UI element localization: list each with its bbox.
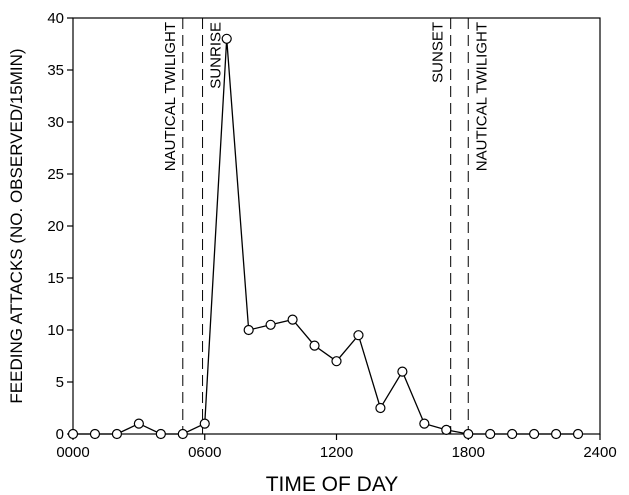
y-tick-label: 15 xyxy=(47,270,64,287)
series-line xyxy=(73,38,579,435)
x-tick-label: 1800 xyxy=(452,444,485,461)
y-tick-label: 30 xyxy=(47,114,64,131)
y-tick-label: 5 xyxy=(56,374,64,391)
data-point xyxy=(199,418,210,429)
data-point xyxy=(529,428,540,440)
data-series xyxy=(67,33,584,440)
y-tick-label: 0 xyxy=(56,426,64,443)
data-point xyxy=(67,428,79,440)
reference-line-label: NAUTICAL TWILIGHT xyxy=(473,22,490,171)
data-point xyxy=(221,33,232,44)
y-tick-label: 20 xyxy=(47,218,64,235)
data-point xyxy=(375,402,386,414)
plot-frame xyxy=(72,17,601,435)
x-tick-label: 1200 xyxy=(320,444,353,461)
reference-line-label: SUNSET xyxy=(430,22,447,83)
data-point xyxy=(463,428,474,440)
reference-lines: NAUTICAL TWILIGHT SUNRISE SUNSET NAUTICAL T… xyxy=(162,18,490,434)
reference-line-label: SUNRISE xyxy=(208,22,225,89)
data-point xyxy=(309,340,320,351)
data-point xyxy=(485,428,496,440)
y-tick-label: 25 xyxy=(47,166,64,183)
data-point xyxy=(155,428,166,440)
data-point xyxy=(441,424,452,435)
x-axis-title: TIME OF DAY xyxy=(266,473,399,495)
reference-line-label: NAUTICAL TWILIGHT xyxy=(162,22,179,171)
data-point xyxy=(265,319,276,330)
data-point xyxy=(331,356,342,367)
y-axis-ticks: 0 5 10 15 20 25 30 35 40 xyxy=(47,10,73,443)
data-point xyxy=(243,324,254,336)
data-point xyxy=(111,428,123,440)
y-tick-label: 40 xyxy=(47,10,64,27)
y-tick-label: 10 xyxy=(47,322,64,339)
data-point xyxy=(550,428,562,440)
data-point xyxy=(419,418,430,429)
data-point xyxy=(287,314,298,325)
x-tick-label: 0000 xyxy=(56,444,89,461)
data-point xyxy=(572,428,584,440)
data-point xyxy=(133,418,144,429)
data-point xyxy=(397,366,408,377)
data-point xyxy=(353,330,364,341)
y-tick-label: 35 xyxy=(47,62,64,79)
data-point xyxy=(507,428,518,440)
x-tick-label: 0600 xyxy=(188,444,221,461)
data-point xyxy=(89,428,101,440)
data-point xyxy=(177,428,188,440)
y-axis-title: FEEDING ATTACKS (NO. OBSERVED/15MIN) xyxy=(7,48,26,403)
x-tick-label: 2400 xyxy=(583,444,616,461)
